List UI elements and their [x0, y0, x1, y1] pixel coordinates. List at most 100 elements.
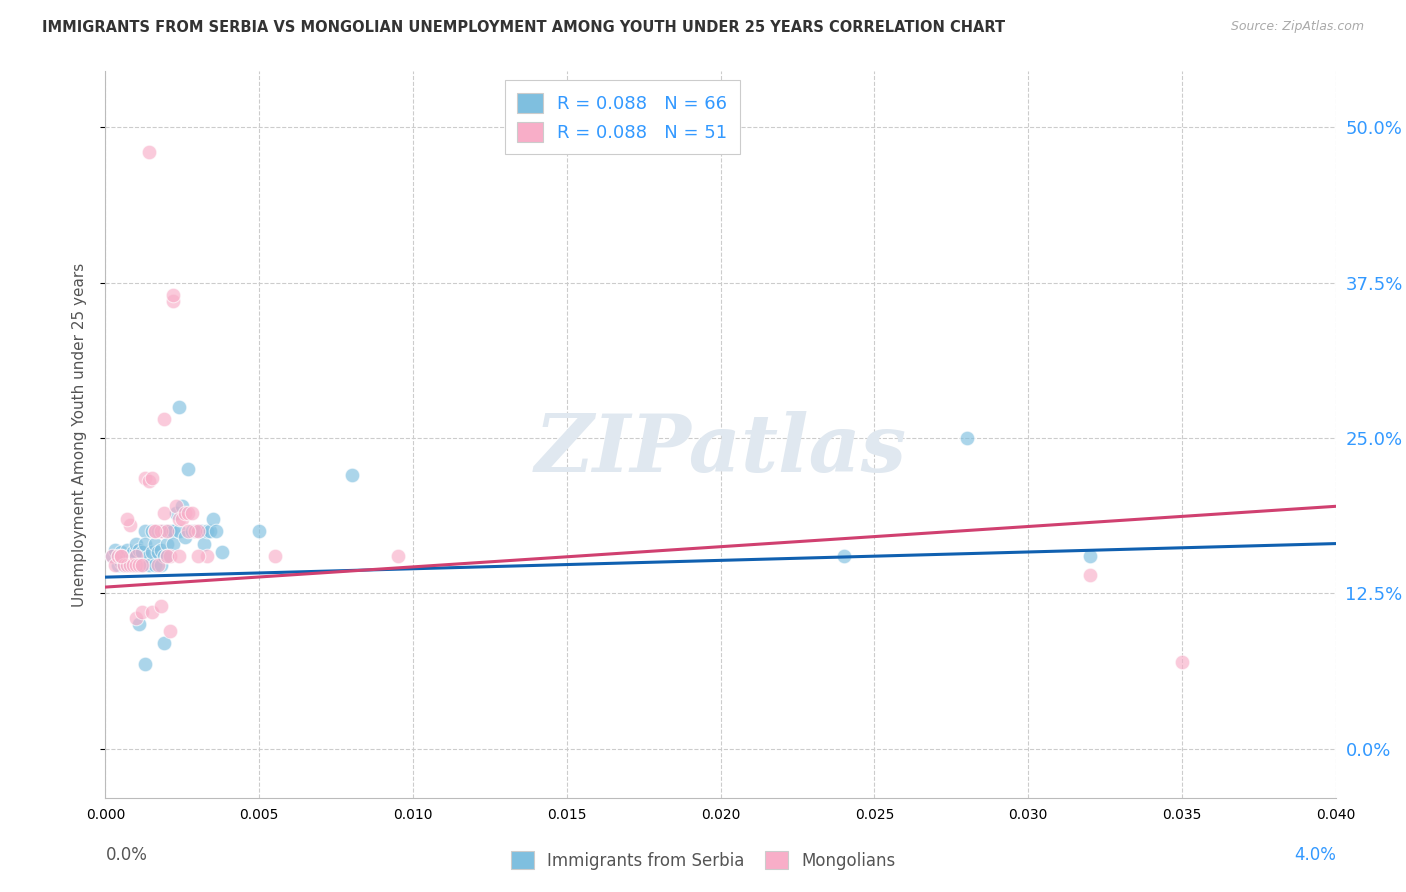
Point	[110, 549, 132, 563]
Point	[104, 542, 127, 557]
Point	[134, 536, 156, 550]
Point	[100, 549, 122, 563]
Point	[165, 500, 187, 514]
Point	[110, 549, 132, 563]
Point	[120, 518, 141, 533]
Point	[107, 549, 129, 563]
Point	[107, 558, 129, 572]
Point	[115, 558, 138, 572]
Point	[193, 536, 215, 550]
Point	[159, 524, 181, 538]
Point	[112, 558, 135, 572]
Point	[205, 524, 228, 538]
Point	[263, 549, 285, 563]
Point	[247, 524, 270, 538]
Point	[177, 462, 200, 476]
Point	[122, 545, 145, 559]
Point	[169, 549, 191, 563]
Point	[125, 611, 148, 625]
Point	[141, 471, 163, 485]
Point	[832, 549, 855, 563]
Text: 0.0%: 0.0%	[105, 846, 148, 863]
Point	[153, 412, 176, 426]
Point	[169, 524, 191, 538]
Point	[177, 506, 200, 520]
Point	[187, 524, 209, 538]
Point	[177, 524, 200, 538]
Point	[165, 506, 187, 520]
Point	[141, 605, 163, 619]
Point	[156, 549, 179, 563]
Point	[131, 605, 153, 619]
Point	[100, 549, 122, 563]
Point	[156, 536, 179, 550]
Point	[143, 524, 166, 538]
Point	[187, 549, 209, 563]
Point	[125, 536, 148, 550]
Point	[134, 524, 156, 538]
Point	[120, 549, 141, 563]
Point	[156, 524, 179, 538]
Point	[149, 542, 172, 557]
Point	[146, 558, 169, 572]
Point	[162, 524, 184, 538]
Point	[159, 624, 181, 638]
Point	[125, 545, 148, 559]
Point	[110, 555, 132, 569]
Point	[187, 524, 209, 538]
Point	[153, 636, 176, 650]
Point	[153, 549, 176, 563]
Point	[1171, 655, 1194, 669]
Point	[172, 500, 194, 514]
Point	[159, 549, 181, 563]
Point	[134, 657, 156, 672]
Point	[149, 524, 172, 538]
Point	[180, 524, 202, 538]
Y-axis label: Unemployment Among Youth under 25 years: Unemployment Among Youth under 25 years	[72, 263, 87, 607]
Point	[162, 288, 184, 302]
Point	[107, 549, 129, 563]
Point	[153, 506, 176, 520]
Point	[143, 524, 166, 538]
Point	[156, 549, 179, 563]
Point	[180, 506, 202, 520]
Point	[169, 400, 191, 414]
Point	[169, 512, 191, 526]
Point	[128, 558, 150, 572]
Legend: R = 0.088   N = 66, R = 0.088   N = 51: R = 0.088 N = 66, R = 0.088 N = 51	[505, 80, 740, 154]
Point	[125, 549, 148, 563]
Point	[115, 558, 138, 572]
Point	[156, 524, 179, 538]
Point	[122, 558, 145, 572]
Legend: Immigrants from Serbia, Mongolians: Immigrants from Serbia, Mongolians	[503, 845, 903, 877]
Point	[110, 545, 132, 559]
Point	[131, 558, 153, 572]
Point	[146, 545, 169, 559]
Point	[120, 558, 141, 572]
Text: Source: ZipAtlas.com: Source: ZipAtlas.com	[1230, 20, 1364, 33]
Point	[195, 549, 218, 563]
Point	[153, 524, 176, 538]
Point	[125, 549, 148, 563]
Point	[143, 558, 166, 572]
Point	[202, 512, 225, 526]
Point	[211, 545, 233, 559]
Point	[131, 558, 153, 572]
Point	[104, 558, 127, 572]
Point	[1078, 567, 1101, 582]
Point	[143, 536, 166, 550]
Point	[112, 549, 135, 563]
Point	[138, 558, 160, 572]
Point	[128, 542, 150, 557]
Point	[183, 524, 205, 538]
Point	[198, 524, 221, 538]
Point	[112, 558, 135, 572]
Point	[340, 468, 363, 483]
Point	[162, 536, 184, 550]
Text: 4.0%: 4.0%	[1294, 846, 1336, 863]
Point	[122, 558, 145, 572]
Point	[125, 558, 148, 572]
Point	[190, 524, 212, 538]
Point	[174, 506, 197, 520]
Point	[162, 294, 184, 309]
